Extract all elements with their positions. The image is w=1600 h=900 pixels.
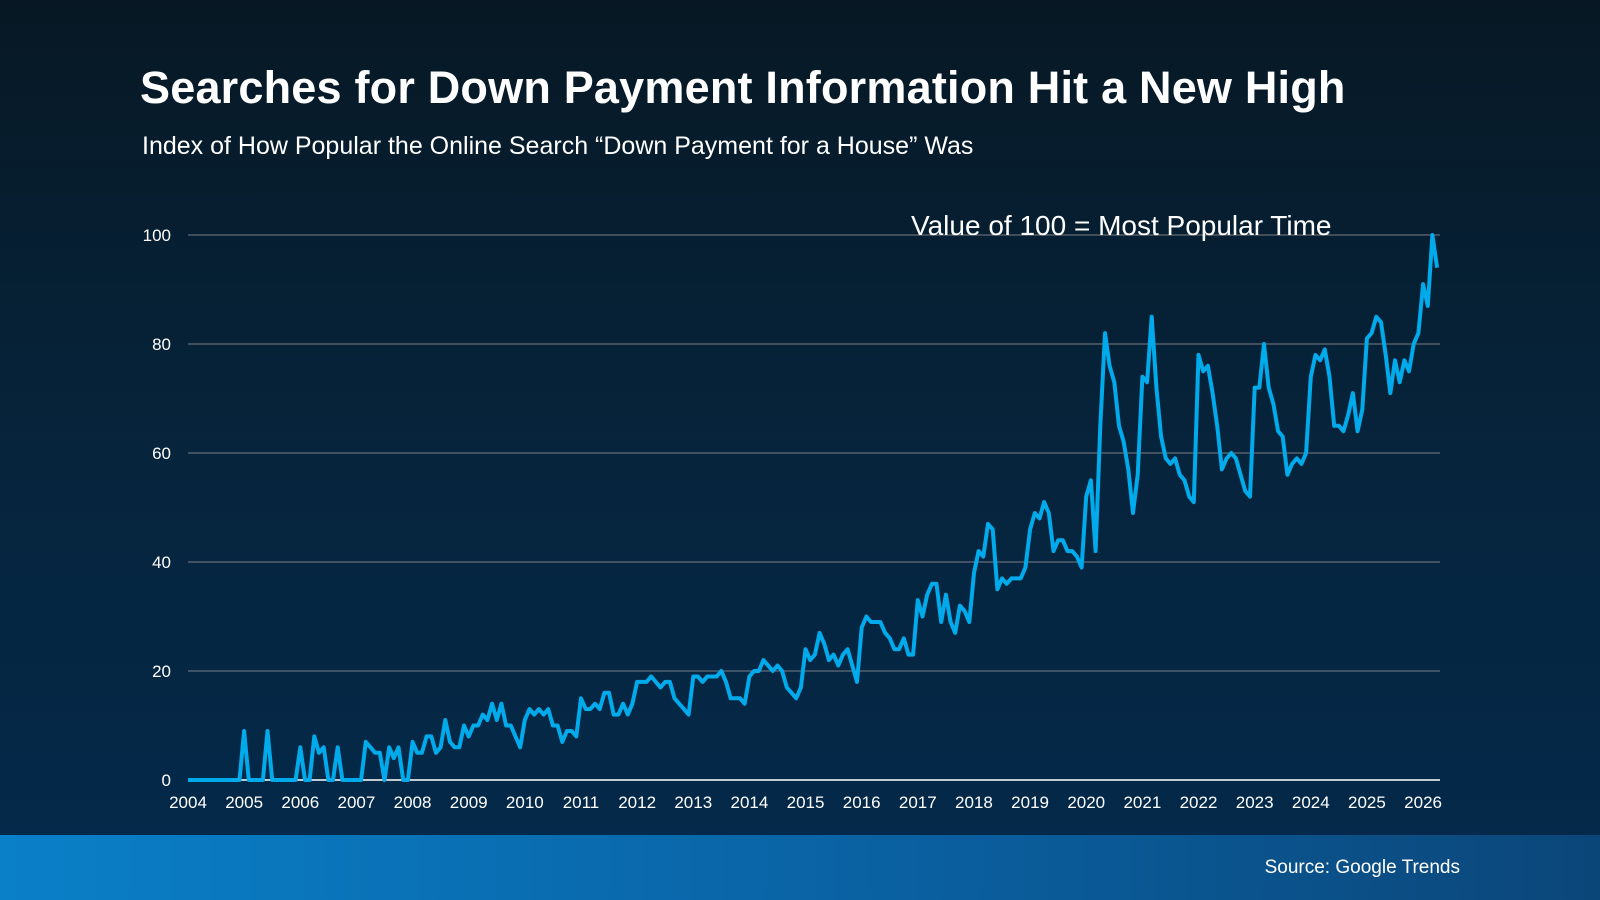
x-tick-label: 2025 <box>1348 793 1386 812</box>
x-tick-label: 2019 <box>1011 793 1049 812</box>
y-tick-label: 20 <box>152 662 171 681</box>
y-tick-label: 100 <box>143 226 171 245</box>
x-tick-label: 2007 <box>338 793 376 812</box>
x-tick-label: 2011 <box>563 793 600 812</box>
x-tick-label: 2021 <box>1123 793 1161 812</box>
x-tick-label: 2016 <box>843 793 881 812</box>
x-tick-label: 2006 <box>281 793 319 812</box>
chart-subtitle: Index of How Popular the Online Search “… <box>142 132 974 160</box>
x-tick-label: 2014 <box>730 793 768 812</box>
x-tick-label: 2017 <box>899 793 937 812</box>
x-tick-label: 2026 <box>1404 793 1442 812</box>
x-tick-label: 2009 <box>450 793 488 812</box>
x-tick-label: 2023 <box>1236 793 1274 812</box>
x-tick-label: 2015 <box>787 793 825 812</box>
x-tick-label: 2005 <box>225 793 263 812</box>
series-line <box>188 233 1440 782</box>
y-tick-label: 40 <box>152 553 171 572</box>
x-tick-label: 2004 <box>169 793 207 812</box>
x-tick-label: 2020 <box>1067 793 1105 812</box>
x-tick-label: 2024 <box>1292 793 1330 812</box>
x-tick-label: 2022 <box>1180 793 1218 812</box>
x-tick-label: 2013 <box>674 793 712 812</box>
chart-title: Searches for Down Payment Information Hi… <box>140 62 1346 113</box>
x-tick-label: 2012 <box>618 793 656 812</box>
footer-band: Source: Google Trends <box>0 835 1600 900</box>
x-tick-label: 2008 <box>394 793 432 812</box>
y-tick-label: 0 <box>162 771 171 790</box>
x-tick-label: 2018 <box>955 793 993 812</box>
chart-annotation: Value of 100 = Most Popular Time <box>911 210 1332 241</box>
source-label: Source: Google Trends <box>1264 857 1460 878</box>
x-tick-label: 2010 <box>506 793 544 812</box>
y-tick-label: 80 <box>152 335 171 354</box>
y-tick-label: 60 <box>152 444 171 463</box>
